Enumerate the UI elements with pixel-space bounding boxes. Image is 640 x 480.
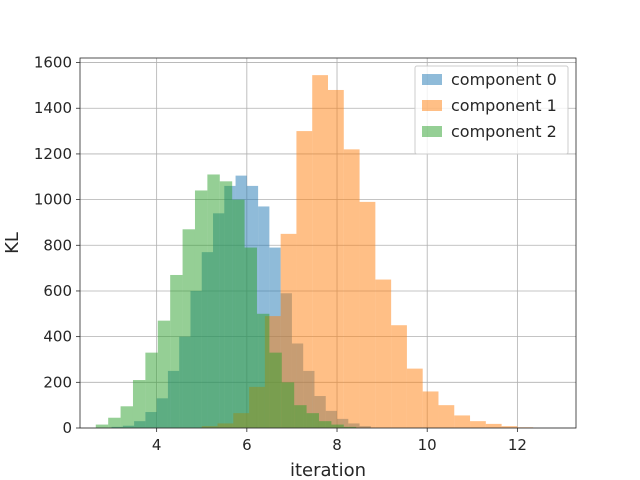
x-tick-label: 8 [332,436,342,454]
histogram-bar [280,233,297,428]
histogram-bar [296,131,313,428]
histogram-bar [120,406,133,428]
histogram-bar [132,380,146,428]
legend-label: component 0 [451,70,557,89]
histogram-bar [328,89,344,428]
legend-label: component 1 [451,96,557,115]
histogram-bar [343,149,360,428]
y-tick-label: 1400 [34,99,72,117]
y-tick-label: 1000 [34,191,72,209]
histogram-bar [157,320,171,428]
histogram-bar [359,201,376,428]
series-1-bars [201,75,534,428]
histogram-bar [312,75,328,428]
legend-swatch [422,126,442,137]
histogram-bar [182,229,195,428]
plot-frame [79,57,577,429]
legend-label: component 2 [451,122,557,141]
histogram-bar [318,421,332,428]
histogram-bar [95,424,109,428]
histogram-bar [219,181,233,428]
legend-swatch [422,100,442,111]
histogram-bar [438,405,455,428]
y-tick-label: 1200 [34,145,72,163]
y-tick-label: 400 [43,328,72,346]
histogram-bar [470,421,486,428]
histogram-bars [95,75,534,428]
y-tick-label: 600 [43,282,72,300]
histogram-bar [343,426,357,428]
y-tick-label: 0 [62,419,72,437]
y-tick-label: 200 [43,373,72,391]
histogram-bar [145,352,158,428]
x-axis-label: iteration [290,460,366,480]
x-tick-label: 10 [418,436,437,454]
x-tick-label: 4 [152,436,162,454]
series-2-bars [95,174,357,428]
histogram-bar [485,423,502,428]
histogram-bar [194,190,208,428]
histogram-bar [391,325,407,428]
histogram-bar [207,174,220,428]
legend-box [414,65,569,155]
histogram-bar [422,391,439,428]
histogram-bar [244,247,257,428]
histogram-bar [406,368,423,428]
histogram-bar [170,274,183,428]
y-tick-label: 1600 [34,54,72,72]
axis-ticks: 4 6 8 10 12 0 200 400 600 800 1000 1200 1400 1600 [34,54,527,454]
histogram-bar [375,279,392,428]
legend: component 0 component 1 component 2 [414,65,569,155]
histogram-bar [306,413,319,428]
x-tick-label: 12 [508,436,527,454]
histogram-bar [294,405,307,428]
histogram-bar [281,382,295,428]
histogram-bar [501,426,518,428]
y-tick-label: 800 [43,236,72,254]
y-axis-label: KL [2,232,23,254]
histogram-bar [256,313,270,428]
legend-swatch [422,74,442,85]
histogram-bar [108,417,121,428]
histogram-bar [331,424,344,428]
x-tick-label: 6 [242,436,252,454]
histogram-bar [232,199,245,428]
histogram-bar [269,352,282,428]
histogram-bar [454,415,471,428]
